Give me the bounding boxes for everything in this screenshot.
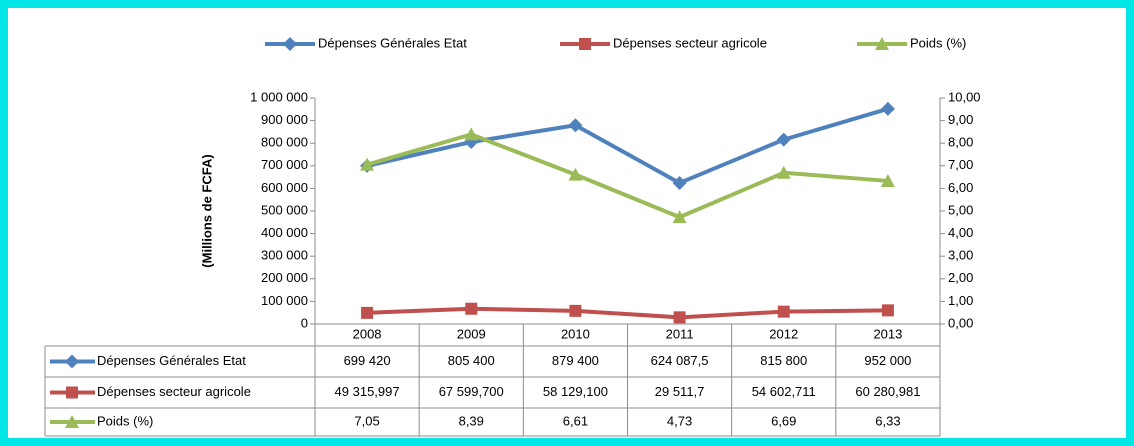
x-tick-label: 2008 <box>353 326 382 341</box>
x-tick-label: 2010 <box>561 326 590 341</box>
table-value: 58 129,100 <box>543 384 608 399</box>
y2-tick-label: 5,00 <box>948 202 973 217</box>
table-value: 6,69 <box>771 413 796 428</box>
marker <box>465 302 478 315</box>
y-tick-label: 700 000 <box>261 157 308 172</box>
series-line <box>366 106 889 185</box>
table-row-label: Poids (%) <box>97 413 153 428</box>
x-tick-label: 2009 <box>457 326 486 341</box>
y-tick-label: 400 000 <box>261 225 308 240</box>
y-tick-label: 200 000 <box>261 270 308 285</box>
y2-tick-label: 10,00 <box>948 89 981 104</box>
x-tick-label: 2012 <box>769 326 798 341</box>
legend-label: Dépenses Générales Etat <box>318 35 467 50</box>
table-value: 805 400 <box>448 353 495 368</box>
x-tick-label: 2013 <box>873 326 902 341</box>
y-tick-label: 100 000 <box>261 293 308 308</box>
y-tick-label: 900 000 <box>261 112 308 127</box>
table-value: 815 800 <box>760 353 807 368</box>
y-tick-label: 600 000 <box>261 180 308 195</box>
y2-tick-label: 7,00 <box>948 157 973 172</box>
table-value: 952 000 <box>864 353 911 368</box>
table-value: 54 602,711 <box>752 384 816 399</box>
marker <box>776 165 791 179</box>
marker <box>568 167 583 181</box>
marker <box>776 132 791 147</box>
table-value: 60 280,981 <box>855 384 920 399</box>
marker <box>568 118 583 133</box>
marker <box>673 311 686 324</box>
table-value: 6,33 <box>875 413 900 428</box>
y2-tick-label: 9,00 <box>948 112 973 127</box>
table-key-marker <box>65 415 79 428</box>
marker <box>464 127 479 141</box>
marker <box>569 304 582 317</box>
marker <box>360 157 375 171</box>
y2-tick-label: 3,00 <box>948 248 973 263</box>
series-line <box>367 306 888 320</box>
y-axis-title: (Millions de FCFA) <box>199 154 214 267</box>
table-value: 49 315,997 <box>335 384 400 399</box>
table-value: 29 511,7 <box>655 384 705 399</box>
y2-tick-label: 1,00 <box>948 293 973 308</box>
y2-tick-label: 6,00 <box>948 180 973 195</box>
y-tick-label: 0 <box>301 315 308 330</box>
marker <box>880 101 895 116</box>
table-row-label: Dépenses Générales Etat <box>97 353 246 368</box>
table-value: 67 599,700 <box>439 384 504 399</box>
marker <box>881 304 894 317</box>
table-key-marker <box>66 386 78 399</box>
y-tick-label: 500 000 <box>261 202 308 217</box>
marker <box>777 305 790 318</box>
table-value: 879 400 <box>552 353 599 368</box>
y2-tick-label: 4,00 <box>948 225 973 240</box>
table-value: 8,39 <box>459 413 484 428</box>
x-tick-label: 2011 <box>666 326 694 341</box>
table-value: 7,05 <box>354 413 379 428</box>
legend-marker <box>875 37 889 50</box>
y-tick-label: 800 000 <box>261 135 308 150</box>
legend-marker <box>283 37 297 51</box>
marker <box>880 173 895 187</box>
legend-marker <box>579 38 591 50</box>
y-tick-label: 300 000 <box>261 248 308 263</box>
table-value: 624 087,5 <box>651 353 709 368</box>
y2-tick-label: 0,00 <box>948 315 973 330</box>
table-value: 699 420 <box>344 353 391 368</box>
y2-tick-label: 8,00 <box>948 135 973 150</box>
legend-label: Dépenses secteur agricole <box>613 35 767 50</box>
marker <box>361 306 374 319</box>
y2-tick-label: 2,00 <box>948 270 973 285</box>
series-line <box>366 132 889 220</box>
table-key-marker <box>65 354 79 369</box>
marker <box>672 175 687 190</box>
table-row-label: Dépenses secteur agricole <box>97 384 251 399</box>
legend-label: Poids (%) <box>910 35 966 50</box>
table-value: 4,73 <box>667 413 692 428</box>
y-tick-label: 1 000 000 <box>250 89 308 104</box>
table-value: 6,61 <box>563 413 588 428</box>
marker <box>672 210 687 224</box>
